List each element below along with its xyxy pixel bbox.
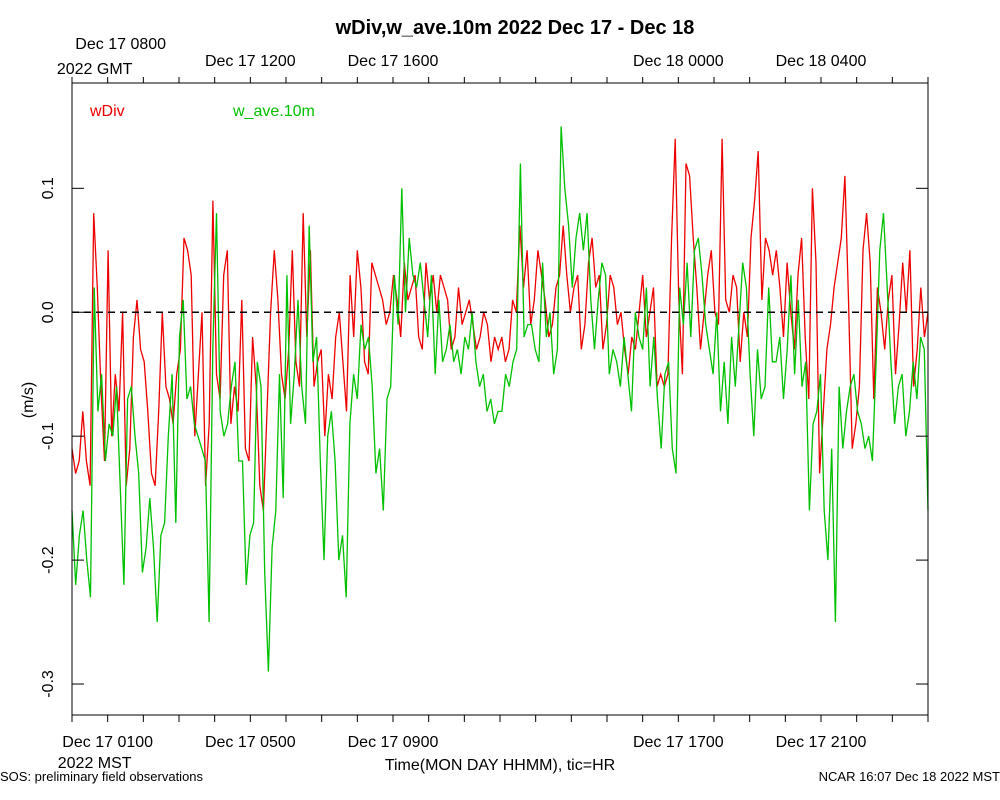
bottom-time-label: Dec 17 1700: [633, 734, 724, 751]
footer-right: NCAR 16:07 Dec 18 2022 MST: [819, 769, 1000, 784]
y-tick-label: 0.1: [40, 177, 57, 199]
series-line-2: [71, 126, 929, 672]
chart-title: wDiv,w_ave.10m 2022 Dec 17 - Dec 18: [335, 17, 695, 39]
top-time-label: Dec 17 0800: [75, 36, 166, 53]
y-axis-label: (m/s): [20, 382, 37, 418]
y-tick-label: -0.3: [40, 670, 57, 698]
bottom-time-label: Dec 17 0100: [62, 734, 153, 751]
plot-frame: [71, 82, 929, 716]
bottom-time-label: Dec 17 0500: [205, 734, 296, 751]
top-time-label: Dec 18 0400: [776, 53, 867, 70]
x-axis-ticks: [71, 77, 929, 722]
top-axis-labels: Dec 17 0800 2022 GMT Dec 17 1200 Dec 17 160…: [57, 36, 867, 78]
bottom-time-label: Dec 17 0900: [348, 734, 439, 751]
legend-entry: wDiv: [89, 103, 125, 120]
y-axis: 0.1 0.0 -0.1 -0.2 -0.3: [40, 177, 928, 698]
y-tick-label: -0.1: [40, 422, 57, 450]
top-time-label: Dec 18 0000: [633, 53, 724, 70]
bottom-time-label: Dec 17 2100: [776, 734, 867, 751]
x-axis-label: Time(MON DAY HHMM), tic=HR: [385, 757, 615, 774]
legend: wDiv w_ave.10m: [89, 103, 315, 120]
series-lines: [71, 126, 929, 672]
y-tick-label: -0.2: [40, 546, 57, 574]
top-time-label-sub: 2022 GMT: [57, 61, 133, 78]
y-tick-label: 0.0: [40, 301, 57, 323]
top-time-label: Dec 17 1200: [205, 53, 296, 70]
top-time-label: Dec 17 1600: [348, 53, 439, 70]
bottom-axis-labels: Dec 17 0100 2022 MST Dec 17 0500 Dec 17 090…: [58, 734, 867, 772]
bottom-time-label-sub: 2022 MST: [58, 755, 132, 772]
legend-entry: w_ave.10m: [232, 103, 315, 120]
footer-left: SOS: preliminary field observations: [0, 769, 204, 784]
